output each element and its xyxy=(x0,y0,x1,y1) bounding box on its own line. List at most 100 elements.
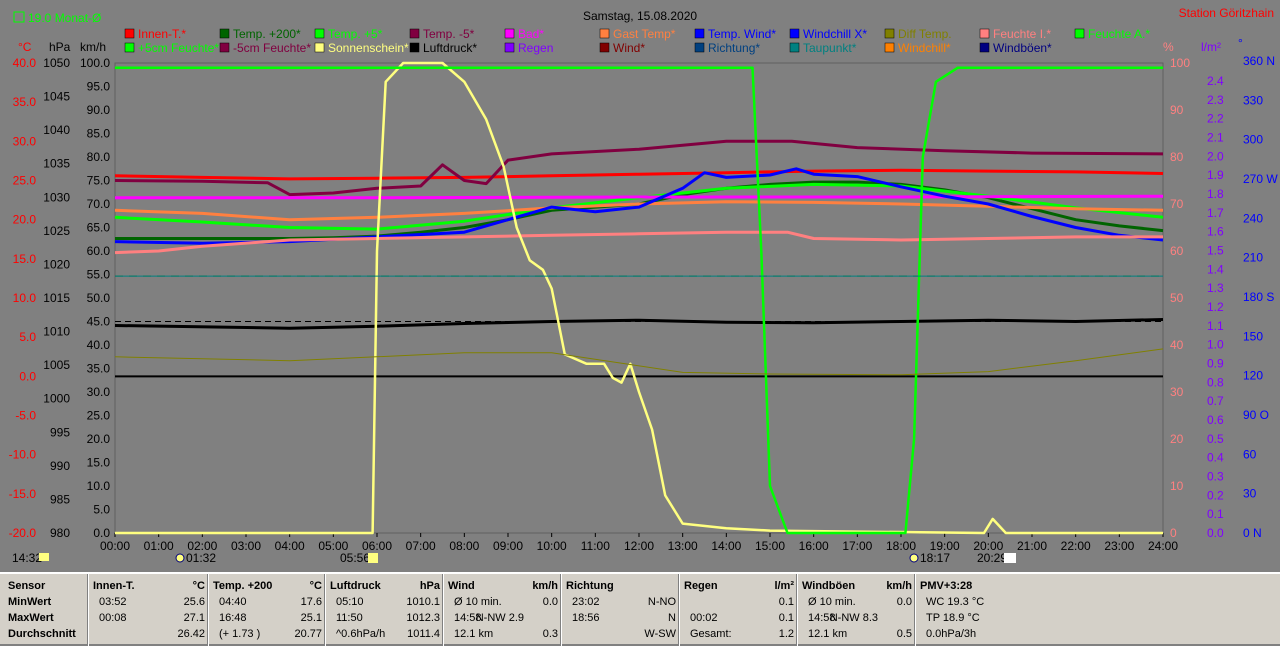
wind-tick-label: 10.0 xyxy=(87,479,111,493)
stats-cell-label: 23:02 xyxy=(572,596,600,608)
wind-tick-label: 90.0 xyxy=(87,103,111,117)
legend-swatch xyxy=(409,42,420,53)
humidity-tick-label: 40 xyxy=(1170,338,1184,352)
wind-tick-label: 45.0 xyxy=(87,315,111,329)
unit-wind: km/h xyxy=(80,40,106,54)
stats-column-separator xyxy=(914,574,916,646)
stats-column-separator xyxy=(678,574,680,646)
chart-axes: 00:00 01:00 02:00 03:00 04:00 05:00 06:00 07:00… xyxy=(9,54,1279,553)
temp-tick-label: 0.0 xyxy=(19,369,36,383)
legend-swatch xyxy=(789,42,800,53)
rain-tick-label: 1.2 xyxy=(1207,300,1224,314)
stats-cell-mid: N-NW 2.9 xyxy=(475,612,524,624)
rain-tick-label: 1.5 xyxy=(1207,244,1224,258)
rain-tick-label: 1.0 xyxy=(1207,338,1224,352)
pressure-tick-label: 1020 xyxy=(43,257,70,271)
unit-temp: °C xyxy=(18,40,32,54)
moonset-icon xyxy=(909,553,919,563)
temp-tick-label: 30.0 xyxy=(13,134,37,148)
time-now-label: 14:32 xyxy=(12,551,42,565)
legend-label: Wind* xyxy=(613,41,645,55)
legend-label: Richtung* xyxy=(708,41,760,55)
stats-column-separator xyxy=(442,574,444,646)
stats-header: Temp. +200 xyxy=(213,580,273,592)
x-tick-label: 12:00 xyxy=(624,539,654,553)
sunrise-label: 05:56 xyxy=(340,551,370,565)
rain-tick-label: 1.7 xyxy=(1207,206,1224,220)
humidity-tick-label: 0 xyxy=(1170,526,1177,540)
direction-tick-label: 30 xyxy=(1243,487,1257,501)
x-tick-label: 10:00 xyxy=(537,539,567,553)
stats-unit: l/m² xyxy=(774,580,794,592)
stats-cell-value: 0.5 xyxy=(896,628,912,640)
pressure-tick-label: 1050 xyxy=(43,56,70,70)
station-name: Station Göritzhain xyxy=(1179,6,1274,20)
stats-header: Wind xyxy=(448,580,475,592)
rain-tick-label: 2.4 xyxy=(1207,74,1224,88)
pressure-tick-label: 1005 xyxy=(43,358,70,372)
stats-cell-label: Ø 10 min. xyxy=(808,596,856,608)
stats-cell-label: MaxWert xyxy=(8,612,54,624)
stats-header: Windböen xyxy=(802,580,856,592)
legend-swatch xyxy=(219,28,230,39)
rain-tick-label: 0.1 xyxy=(1207,507,1224,521)
rain-tick-label: 0.5 xyxy=(1207,432,1224,446)
stats-cell-value: W-SW xyxy=(644,628,676,640)
moonrise-icon xyxy=(175,553,185,563)
legend-swatch xyxy=(694,28,705,39)
rain-tick-label: 1.6 xyxy=(1207,225,1224,239)
temp-tick-label: -15.0 xyxy=(9,487,37,501)
legend-swatch xyxy=(124,42,135,53)
stats-cell-value: 1010.1 xyxy=(406,596,440,608)
wind-tick-label: 85.0 xyxy=(87,127,111,141)
temp-tick-label: 10.0 xyxy=(13,291,37,305)
rain-tick-label: 1.9 xyxy=(1207,168,1224,182)
pressure-tick-label: 1040 xyxy=(43,123,70,137)
stats-header: Sensor xyxy=(8,580,46,592)
temp-tick-label: -20.0 xyxy=(9,526,37,540)
rain-tick-label: 0.9 xyxy=(1207,357,1224,371)
stats-column: Richtung 23:02 N-NO 18:56 N W-SW xyxy=(566,578,680,642)
stats-cell-label: Gesamt: xyxy=(690,628,732,640)
stats-cell-label: 14:58 xyxy=(454,612,482,624)
rain-tick-label: 1.1 xyxy=(1207,319,1224,333)
wind-tick-label: 95.0 xyxy=(87,80,111,94)
stats-header: PMV+3:28 xyxy=(920,580,973,592)
sunset-label: 20:29 xyxy=(977,551,1007,565)
stats-cell-value: N xyxy=(668,612,676,624)
stats-column-separator xyxy=(207,574,209,646)
temp-tick-label: 35.0 xyxy=(13,95,37,109)
series-line-10 xyxy=(115,66,1163,535)
legend-label: Windböen* xyxy=(993,41,1052,55)
stats-cell-label: (+ 1.73 ) xyxy=(219,628,261,640)
stats-cell-label: Durchschnitt xyxy=(8,628,76,640)
legend-label: Taupunkt* xyxy=(803,41,857,55)
wind-tick-label: 80.0 xyxy=(87,150,111,164)
x-tick-label: 07:00 xyxy=(406,539,436,553)
direction-tick-label: 150 xyxy=(1243,329,1263,343)
moonrise-label: 01:32 xyxy=(186,551,216,565)
stats-cell-value: 1.2 xyxy=(778,628,794,640)
x-tick-label: 08:00 xyxy=(449,539,479,553)
direction-tick-label: 0 N xyxy=(1243,526,1262,540)
x-tick-label: 20:00 xyxy=(973,539,1003,553)
legend-swatch xyxy=(884,42,895,53)
stats-unit: km/h xyxy=(886,580,912,592)
wind-tick-label: 5.0 xyxy=(93,503,110,517)
rain-tick-label: 2.3 xyxy=(1207,93,1224,107)
stats-column: Wind km/h Ø 10 min. 0.0 14:58 N-NW 2.9 12.1 km… xyxy=(448,578,562,642)
weather-chart: 00:00 01:00 02:00 03:00 04:00 05:00 06:00 07:00… xyxy=(8,6,1279,565)
humidity-tick-label: 10 xyxy=(1170,479,1184,493)
stats-header: Richtung xyxy=(566,580,614,592)
direction-tick-label: 180 S xyxy=(1243,290,1274,304)
legend-label: Temp. +200* xyxy=(233,27,301,41)
stats-cell-value: 17.6 xyxy=(300,596,322,608)
legend-label: Luftdruck* xyxy=(423,41,477,55)
legend-label: Windchill X* xyxy=(803,27,867,41)
legend-label: Bad* xyxy=(518,27,544,41)
direction-tick-label: 300 xyxy=(1243,133,1263,147)
legend-swatch xyxy=(314,28,325,39)
month-avg-label: 19.0 Monat-Ø xyxy=(28,11,101,25)
pressure-tick-label: 1015 xyxy=(43,291,70,305)
rain-tick-label: 0.3 xyxy=(1207,470,1224,484)
